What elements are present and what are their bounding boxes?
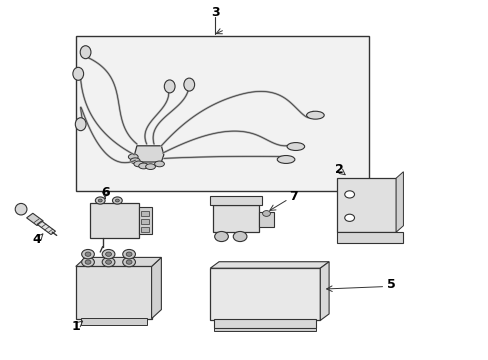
Ellipse shape (262, 211, 270, 216)
Ellipse shape (112, 197, 122, 204)
Text: 7: 7 (288, 190, 297, 203)
Bar (76, 36, 368, 191)
Text: 1: 1 (71, 320, 80, 333)
Ellipse shape (80, 46, 91, 59)
Ellipse shape (233, 231, 246, 242)
Ellipse shape (344, 214, 354, 221)
Text: 3: 3 (210, 6, 219, 19)
Ellipse shape (75, 118, 86, 131)
Ellipse shape (102, 249, 115, 259)
Bar (141, 227, 148, 232)
Ellipse shape (105, 252, 111, 256)
Ellipse shape (105, 260, 111, 264)
Ellipse shape (102, 257, 115, 267)
Bar (214, 319, 316, 328)
Ellipse shape (15, 203, 27, 215)
Bar (76, 266, 151, 319)
Polygon shape (37, 221, 55, 234)
Ellipse shape (85, 252, 91, 256)
Bar (139, 207, 151, 234)
Ellipse shape (126, 260, 132, 264)
Polygon shape (134, 146, 163, 162)
Bar (212, 205, 259, 232)
Polygon shape (151, 257, 161, 319)
Ellipse shape (95, 197, 105, 204)
Bar (141, 211, 148, 216)
Ellipse shape (306, 111, 324, 119)
Bar (141, 219, 148, 224)
Bar (90, 203, 139, 238)
Polygon shape (214, 328, 316, 331)
Polygon shape (395, 172, 403, 232)
Text: 2: 2 (335, 163, 344, 176)
Ellipse shape (154, 161, 164, 167)
Bar (259, 212, 273, 227)
Bar (81, 318, 146, 325)
Ellipse shape (122, 249, 135, 259)
Ellipse shape (85, 260, 91, 264)
Ellipse shape (126, 252, 132, 256)
Ellipse shape (115, 199, 119, 202)
Ellipse shape (134, 161, 143, 167)
Polygon shape (26, 213, 43, 225)
Ellipse shape (128, 154, 138, 160)
Text: 5: 5 (386, 278, 395, 291)
Polygon shape (210, 196, 261, 205)
Ellipse shape (277, 156, 294, 163)
Ellipse shape (164, 80, 175, 93)
Ellipse shape (139, 163, 148, 169)
Bar (210, 268, 320, 320)
Polygon shape (337, 178, 395, 232)
Polygon shape (337, 232, 403, 243)
Ellipse shape (145, 164, 155, 170)
Ellipse shape (183, 78, 194, 91)
Ellipse shape (130, 158, 140, 163)
Polygon shape (76, 257, 161, 266)
Ellipse shape (81, 249, 94, 259)
Text: 4: 4 (32, 233, 41, 246)
Ellipse shape (73, 67, 83, 80)
Ellipse shape (122, 257, 135, 267)
Ellipse shape (214, 231, 228, 242)
Text: 6: 6 (101, 186, 109, 199)
Ellipse shape (98, 199, 102, 202)
Polygon shape (210, 262, 328, 268)
Ellipse shape (286, 143, 304, 150)
Polygon shape (320, 262, 328, 320)
Ellipse shape (81, 257, 94, 267)
Ellipse shape (344, 191, 354, 198)
